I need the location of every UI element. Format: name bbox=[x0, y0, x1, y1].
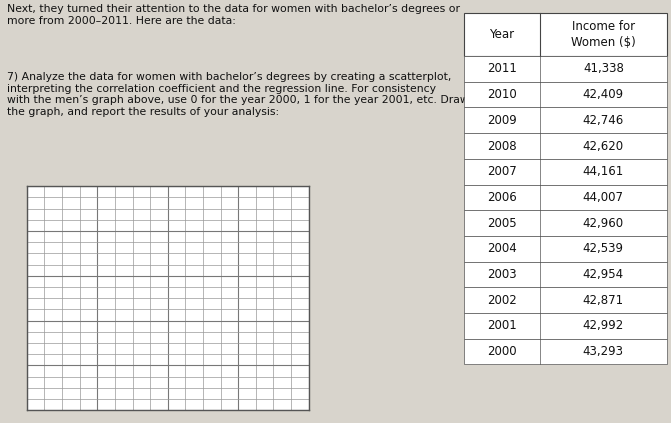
Text: Next, they turned their attention to the data for women with bachelor’s degrees : Next, they turned their attention to the… bbox=[7, 4, 460, 26]
Text: 42,960: 42,960 bbox=[583, 217, 624, 230]
Text: 42,539: 42,539 bbox=[583, 242, 624, 255]
Bar bbox=[464, 210, 667, 236]
Text: 2006: 2006 bbox=[487, 191, 517, 204]
Text: 44,007: 44,007 bbox=[583, 191, 624, 204]
Bar bbox=[464, 107, 667, 133]
Bar bbox=[464, 236, 667, 262]
Text: 2007: 2007 bbox=[487, 165, 517, 178]
Text: Year: Year bbox=[489, 28, 515, 41]
Bar bbox=[464, 56, 667, 82]
Text: 2001: 2001 bbox=[487, 319, 517, 332]
Text: 42,871: 42,871 bbox=[583, 294, 624, 307]
Bar bbox=[464, 133, 667, 159]
Bar bbox=[464, 159, 667, 184]
Text: 2010: 2010 bbox=[487, 88, 517, 101]
Text: 2005: 2005 bbox=[487, 217, 517, 230]
Text: 42,992: 42,992 bbox=[582, 319, 624, 332]
Text: 41,338: 41,338 bbox=[583, 63, 624, 75]
Text: 2003: 2003 bbox=[487, 268, 517, 281]
Text: 43,293: 43,293 bbox=[583, 345, 624, 358]
Text: 2008: 2008 bbox=[487, 140, 517, 153]
Text: 42,746: 42,746 bbox=[582, 114, 624, 127]
Text: 2009: 2009 bbox=[487, 114, 517, 127]
Bar bbox=[464, 287, 667, 313]
Bar bbox=[464, 339, 667, 365]
Bar bbox=[464, 313, 667, 339]
Text: 42,954: 42,954 bbox=[583, 268, 624, 281]
Bar bbox=[464, 184, 667, 210]
Text: 42,620: 42,620 bbox=[583, 140, 624, 153]
Bar bbox=[464, 13, 667, 56]
Text: Income for
Women ($): Income for Women ($) bbox=[571, 20, 635, 49]
Text: 2000: 2000 bbox=[487, 345, 517, 358]
Text: 42,409: 42,409 bbox=[583, 88, 624, 101]
Text: 7) Analyze the data for women with bachelor’s degrees by creating a scatterplot,: 7) Analyze the data for women with bache… bbox=[7, 72, 468, 117]
Text: 44,161: 44,161 bbox=[582, 165, 624, 178]
Text: 2011: 2011 bbox=[487, 63, 517, 75]
Text: 2004: 2004 bbox=[487, 242, 517, 255]
Bar bbox=[464, 82, 667, 107]
Text: 2002: 2002 bbox=[487, 294, 517, 307]
Bar bbox=[464, 262, 667, 287]
